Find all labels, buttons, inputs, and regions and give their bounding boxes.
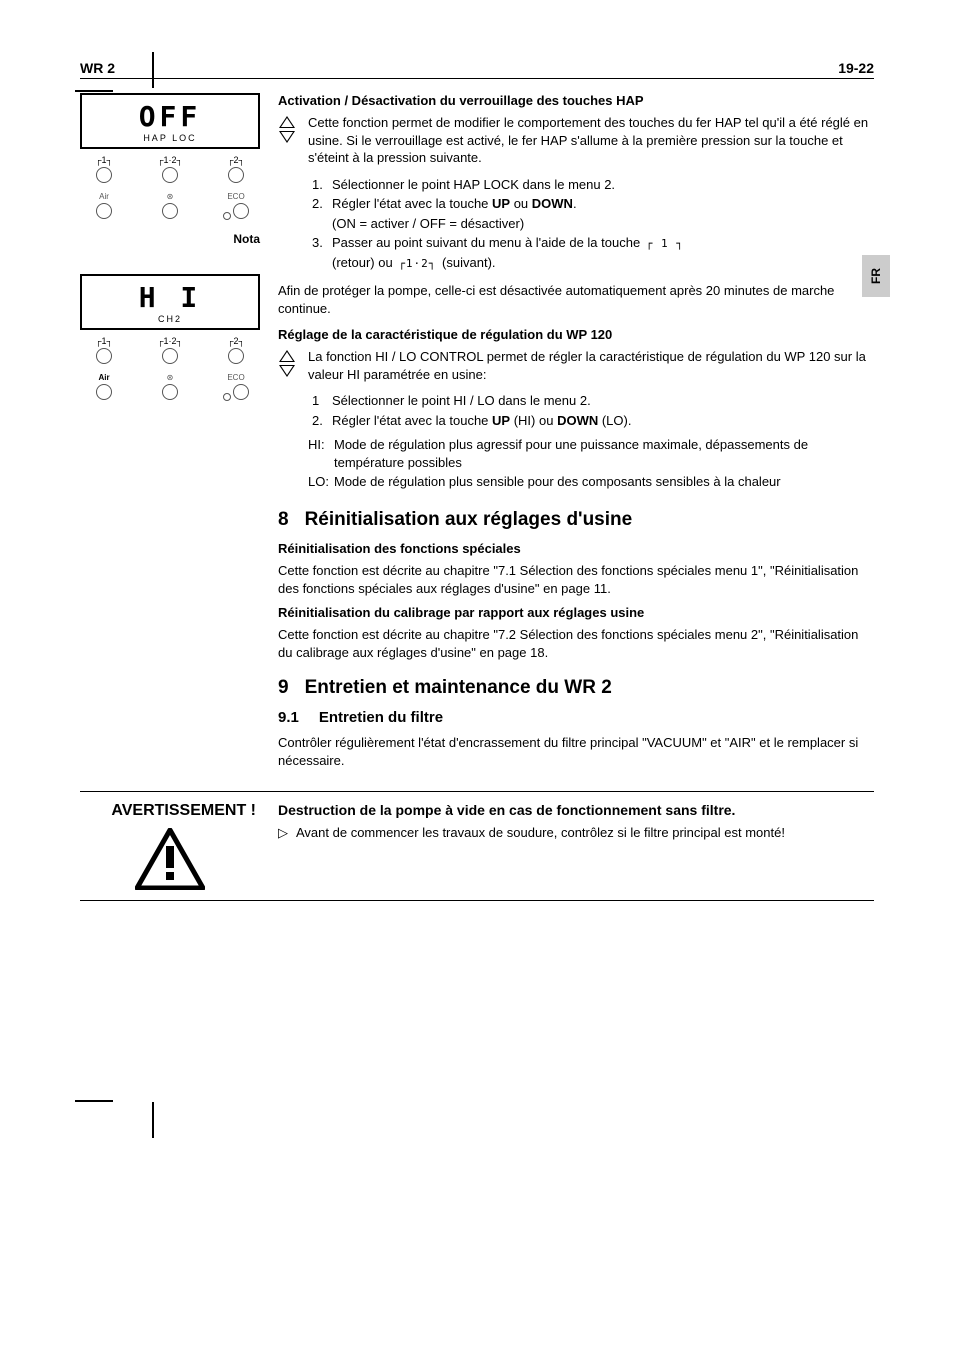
- seg-sub: CH2: [88, 314, 252, 324]
- button-circle: [96, 203, 112, 219]
- button-circle: [162, 384, 178, 400]
- triangle-bullet-icon: ▷: [278, 824, 290, 842]
- page-header: WR 2 19-22: [80, 60, 874, 79]
- paragraph: La fonction HI / LO CONTROL permet de ré…: [308, 348, 874, 383]
- btn-sub: ECO: [216, 373, 256, 382]
- list-item: Sélectionner le point HI / LO dans le me…: [332, 391, 591, 411]
- btn-label: ┌2┐: [216, 336, 256, 346]
- seg-text: H I: [88, 284, 252, 312]
- btn-sub: ⊛: [150, 192, 190, 201]
- btn-sub: ⊛: [150, 373, 190, 382]
- section-8-heading: 8 Réinitialisation aux réglages d'usine: [278, 509, 874, 531]
- definition-hi: HI:Mode de régulation plus agressif pour…: [308, 436, 874, 471]
- button-circle: [162, 167, 178, 183]
- list-item: Sélectionner le point HAP LOCK dans le m…: [332, 175, 615, 195]
- button-circle: [228, 167, 244, 183]
- seg-sub: HAP LOC: [88, 133, 252, 143]
- triangle-down-icon: [279, 365, 295, 377]
- button-circle: [96, 384, 112, 400]
- list-item: Régler l'état avec la touche UP ou DOWN.: [332, 194, 577, 214]
- subsection-title: Entretien du filtre: [319, 709, 443, 726]
- btn-label: ┌1┐: [84, 336, 124, 346]
- button-circle: [162, 348, 178, 364]
- section-9-1-heading: 9.1 Entretien du filtre: [278, 709, 874, 726]
- btn-sub: Air: [84, 373, 124, 382]
- section-number: 8: [278, 509, 289, 531]
- btn-label: ┌1·2┐: [150, 336, 190, 346]
- button-circle: [233, 384, 249, 400]
- warning-box: AVERTISSEMENT ! Destruction de la pompe …: [80, 791, 874, 901]
- nota-label: Nota: [80, 232, 260, 246]
- up-down-icons: [278, 114, 296, 278]
- model-label: WR 2: [80, 60, 115, 76]
- paragraph: Cette fonction est décrite au chapitre "…: [278, 562, 874, 597]
- left-column: OFF HAP LOC ┌1┐ Air ┌1·2┐ ⊛ ┌2┐ ECO Nota H …: [80, 93, 260, 777]
- paragraph: Cette fonction permet de modifier le com…: [308, 114, 874, 167]
- button-circle: [233, 203, 249, 219]
- warning-icon: [135, 828, 205, 890]
- ordered-list: 1Sélectionner le point HI / LO dans le m…: [312, 391, 874, 430]
- triangle-up-icon: [279, 350, 295, 362]
- led-dot: [223, 212, 231, 220]
- warning-label: AVERTISSEMENT !: [80, 802, 260, 820]
- subheading: Réinitialisation des fonctions spéciales: [278, 541, 874, 556]
- btn-label: ┌2┐: [216, 155, 256, 165]
- section-heading: Réglage de la caractéristique de régulat…: [278, 327, 874, 342]
- section-9-heading: 9 Entretien et maintenance du WR 2: [278, 677, 874, 699]
- button-row: ┌1┐ Air ┌1·2┐ ⊛ ┌2┐ ECO: [80, 155, 260, 222]
- section-number: 9: [278, 677, 289, 699]
- right-column: Activation / Désactivation du verrouilla…: [278, 93, 874, 777]
- btn-label: ┌1·2┐: [150, 155, 190, 165]
- triangle-down-icon: [279, 131, 295, 143]
- btn-label: ┌1┐: [84, 155, 124, 165]
- lcd-screen: OFF HAP LOC: [80, 93, 260, 149]
- warning-title: Destruction de la pompe à vide en cas de…: [278, 802, 874, 818]
- section-title: Réinitialisation aux réglages d'usine: [305, 509, 633, 531]
- button-row: ┌1┐ Air ┌1·2┐ ⊛ ┌2┐ ECO: [80, 336, 260, 403]
- button-circle: [228, 348, 244, 364]
- list-item: (ON = activer / OFF = désactiver): [332, 214, 524, 234]
- warning-item: ▷ Avant de commencer les travaux de soud…: [278, 824, 874, 842]
- paragraph: Contrôler régulièrement l'état d'encrass…: [278, 734, 874, 769]
- ordered-list: 1.Sélectionner le point HAP LOCK dans le…: [312, 175, 874, 273]
- btn-sub: ECO: [216, 192, 256, 201]
- section-heading: Activation / Désactivation du verrouilla…: [278, 93, 874, 108]
- button-circle: [96, 167, 112, 183]
- button-circle: [162, 203, 178, 219]
- button-circle: [96, 348, 112, 364]
- display-hilo: H I CH2 ┌1┐ Air ┌1·2┐ ⊛ ┌2┐ ECO: [80, 274, 260, 403]
- list-item: Régler l'état avec la touche UP (HI) ou …: [332, 411, 631, 431]
- display-hap: OFF HAP LOC ┌1┐ Air ┌1·2┐ ⊛ ┌2┐ ECO: [80, 93, 260, 222]
- crop-mark: [75, 1100, 113, 1102]
- list-item: Passer au point suivant du menu à l'aide…: [332, 233, 686, 272]
- up-down-icons: [278, 348, 296, 493]
- btn-sub: Air: [84, 192, 124, 201]
- seg-text: OFF: [88, 103, 252, 131]
- nota-text: Afin de protéger la pompe, celle-ci est …: [278, 282, 874, 317]
- lcd-screen: H I CH2: [80, 274, 260, 330]
- page-number: 19-22: [838, 60, 874, 76]
- crop-mark: [152, 1102, 154, 1138]
- section-title: Entretien et maintenance du WR 2: [305, 677, 612, 699]
- triangle-up-icon: [279, 116, 295, 128]
- definition-lo: LO:Mode de régulation plus sensible pour…: [308, 473, 874, 491]
- led-dot: [223, 393, 231, 401]
- paragraph: Cette fonction est décrite au chapitre "…: [278, 626, 874, 661]
- subheading: Réinitialisation du calibrage par rappor…: [278, 605, 874, 620]
- subsection-number: 9.1: [278, 709, 299, 726]
